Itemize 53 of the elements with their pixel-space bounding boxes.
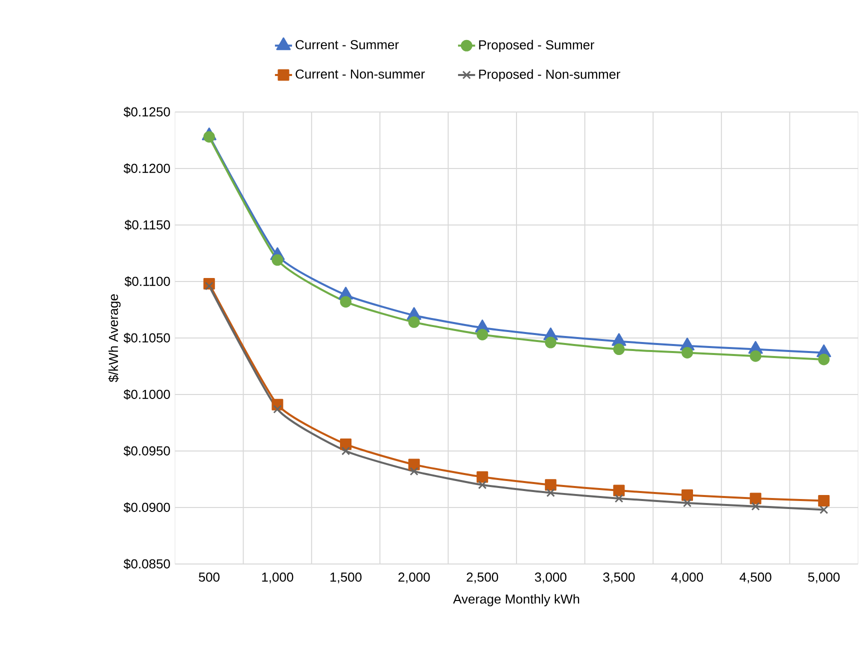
point xyxy=(476,471,488,483)
point xyxy=(273,404,282,414)
legend-label: Proposed - Non-summer xyxy=(479,69,620,82)
y-tick-label: $0.0900 xyxy=(124,502,170,513)
point xyxy=(750,350,762,362)
y-tick-label: $0.0950 xyxy=(124,446,170,456)
x-tick-label: 2,000 xyxy=(398,572,430,584)
point xyxy=(204,282,214,290)
x-tick-label: 5,000 xyxy=(808,572,840,584)
x-tick-label: 4,000 xyxy=(671,572,704,584)
y-tick-label: $0.0850 xyxy=(124,558,170,570)
point xyxy=(410,467,418,476)
point xyxy=(613,344,625,356)
point xyxy=(341,446,350,456)
point xyxy=(340,438,352,450)
y-tick-label: $0.1200 xyxy=(124,163,170,174)
point xyxy=(272,254,284,266)
point xyxy=(751,502,760,511)
point xyxy=(408,316,420,328)
point xyxy=(614,494,624,503)
x-tick-label: 1,000 xyxy=(262,572,294,584)
y-tick-label: $0.1000 xyxy=(124,389,170,400)
legend-label: Current - Summer xyxy=(296,40,399,50)
point xyxy=(682,498,692,508)
y-tick-label: $0.1250 xyxy=(124,106,170,118)
point xyxy=(750,492,762,504)
point xyxy=(544,479,556,491)
point xyxy=(544,336,556,348)
x-tick-label: 500 xyxy=(198,572,220,582)
y-axis-title: $/kWh Average xyxy=(108,294,121,382)
x-axis-title: Average Monthly kWh xyxy=(453,594,580,606)
y-tick-label: $0.1100 xyxy=(124,276,170,287)
point xyxy=(682,346,694,358)
point xyxy=(546,488,555,498)
y-tick-label: $0.1050 xyxy=(124,332,170,344)
point xyxy=(818,354,830,366)
x-tick-label: 4,500 xyxy=(740,572,772,584)
x-tick-label: 1,500 xyxy=(330,572,362,584)
point xyxy=(613,484,625,496)
y-tick-label: $0.1150 xyxy=(124,220,170,230)
legend-label: Current - Non-summer xyxy=(296,69,425,79)
point xyxy=(682,489,694,501)
x-tick-label: 2,500 xyxy=(466,572,498,584)
point xyxy=(408,458,420,470)
point xyxy=(478,480,487,490)
point xyxy=(476,328,488,340)
point xyxy=(818,494,830,506)
x-tick-label: 3,000 xyxy=(534,572,566,584)
point xyxy=(820,505,828,514)
point xyxy=(203,131,215,143)
x-tick-label: 3,500 xyxy=(603,572,635,584)
point xyxy=(340,296,352,308)
legend-label: Proposed - Summer xyxy=(479,40,594,52)
